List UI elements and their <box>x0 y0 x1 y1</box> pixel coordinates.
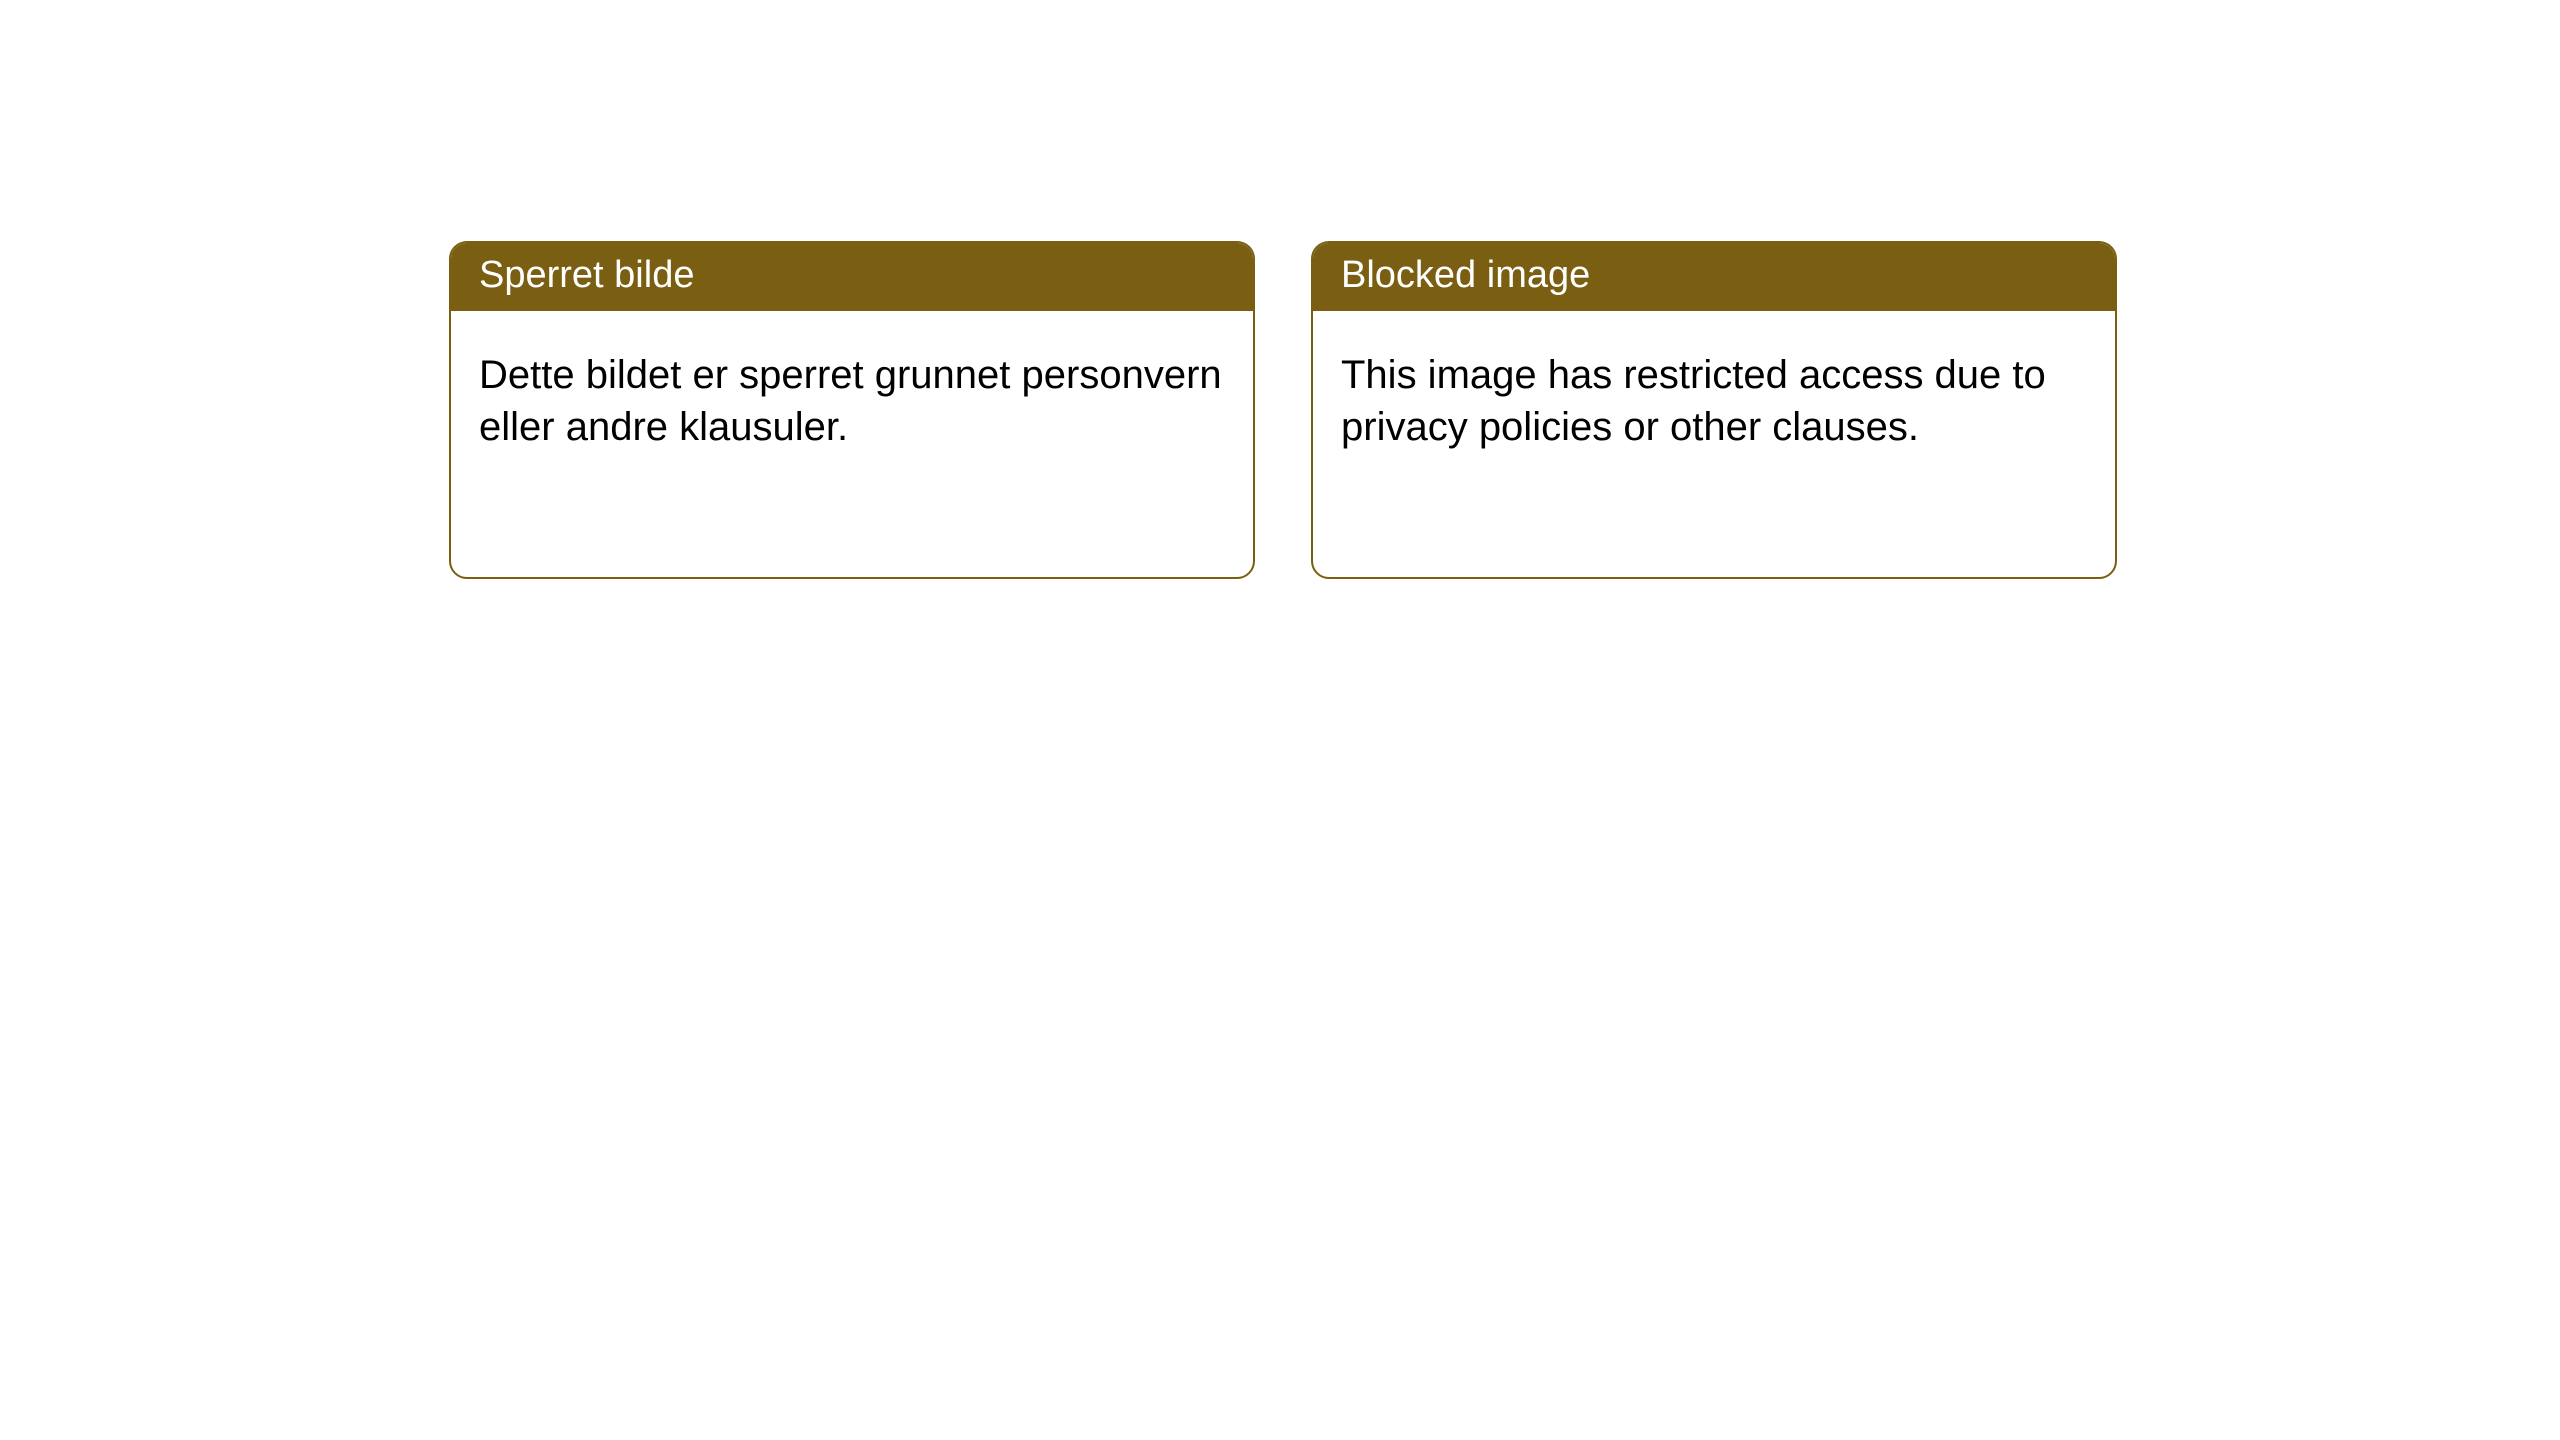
blocked-image-card-no: Sperret bilde Dette bildet er sperret gr… <box>449 241 1255 579</box>
card-header: Blocked image <box>1313 243 2115 311</box>
card-body: This image has restricted access due to … <box>1313 311 2115 483</box>
notice-container: Sperret bilde Dette bildet er sperret gr… <box>0 0 2560 579</box>
card-body: Dette bildet er sperret grunnet personve… <box>451 311 1253 483</box>
card-header: Sperret bilde <box>451 243 1253 311</box>
blocked-image-card-en: Blocked image This image has restricted … <box>1311 241 2117 579</box>
